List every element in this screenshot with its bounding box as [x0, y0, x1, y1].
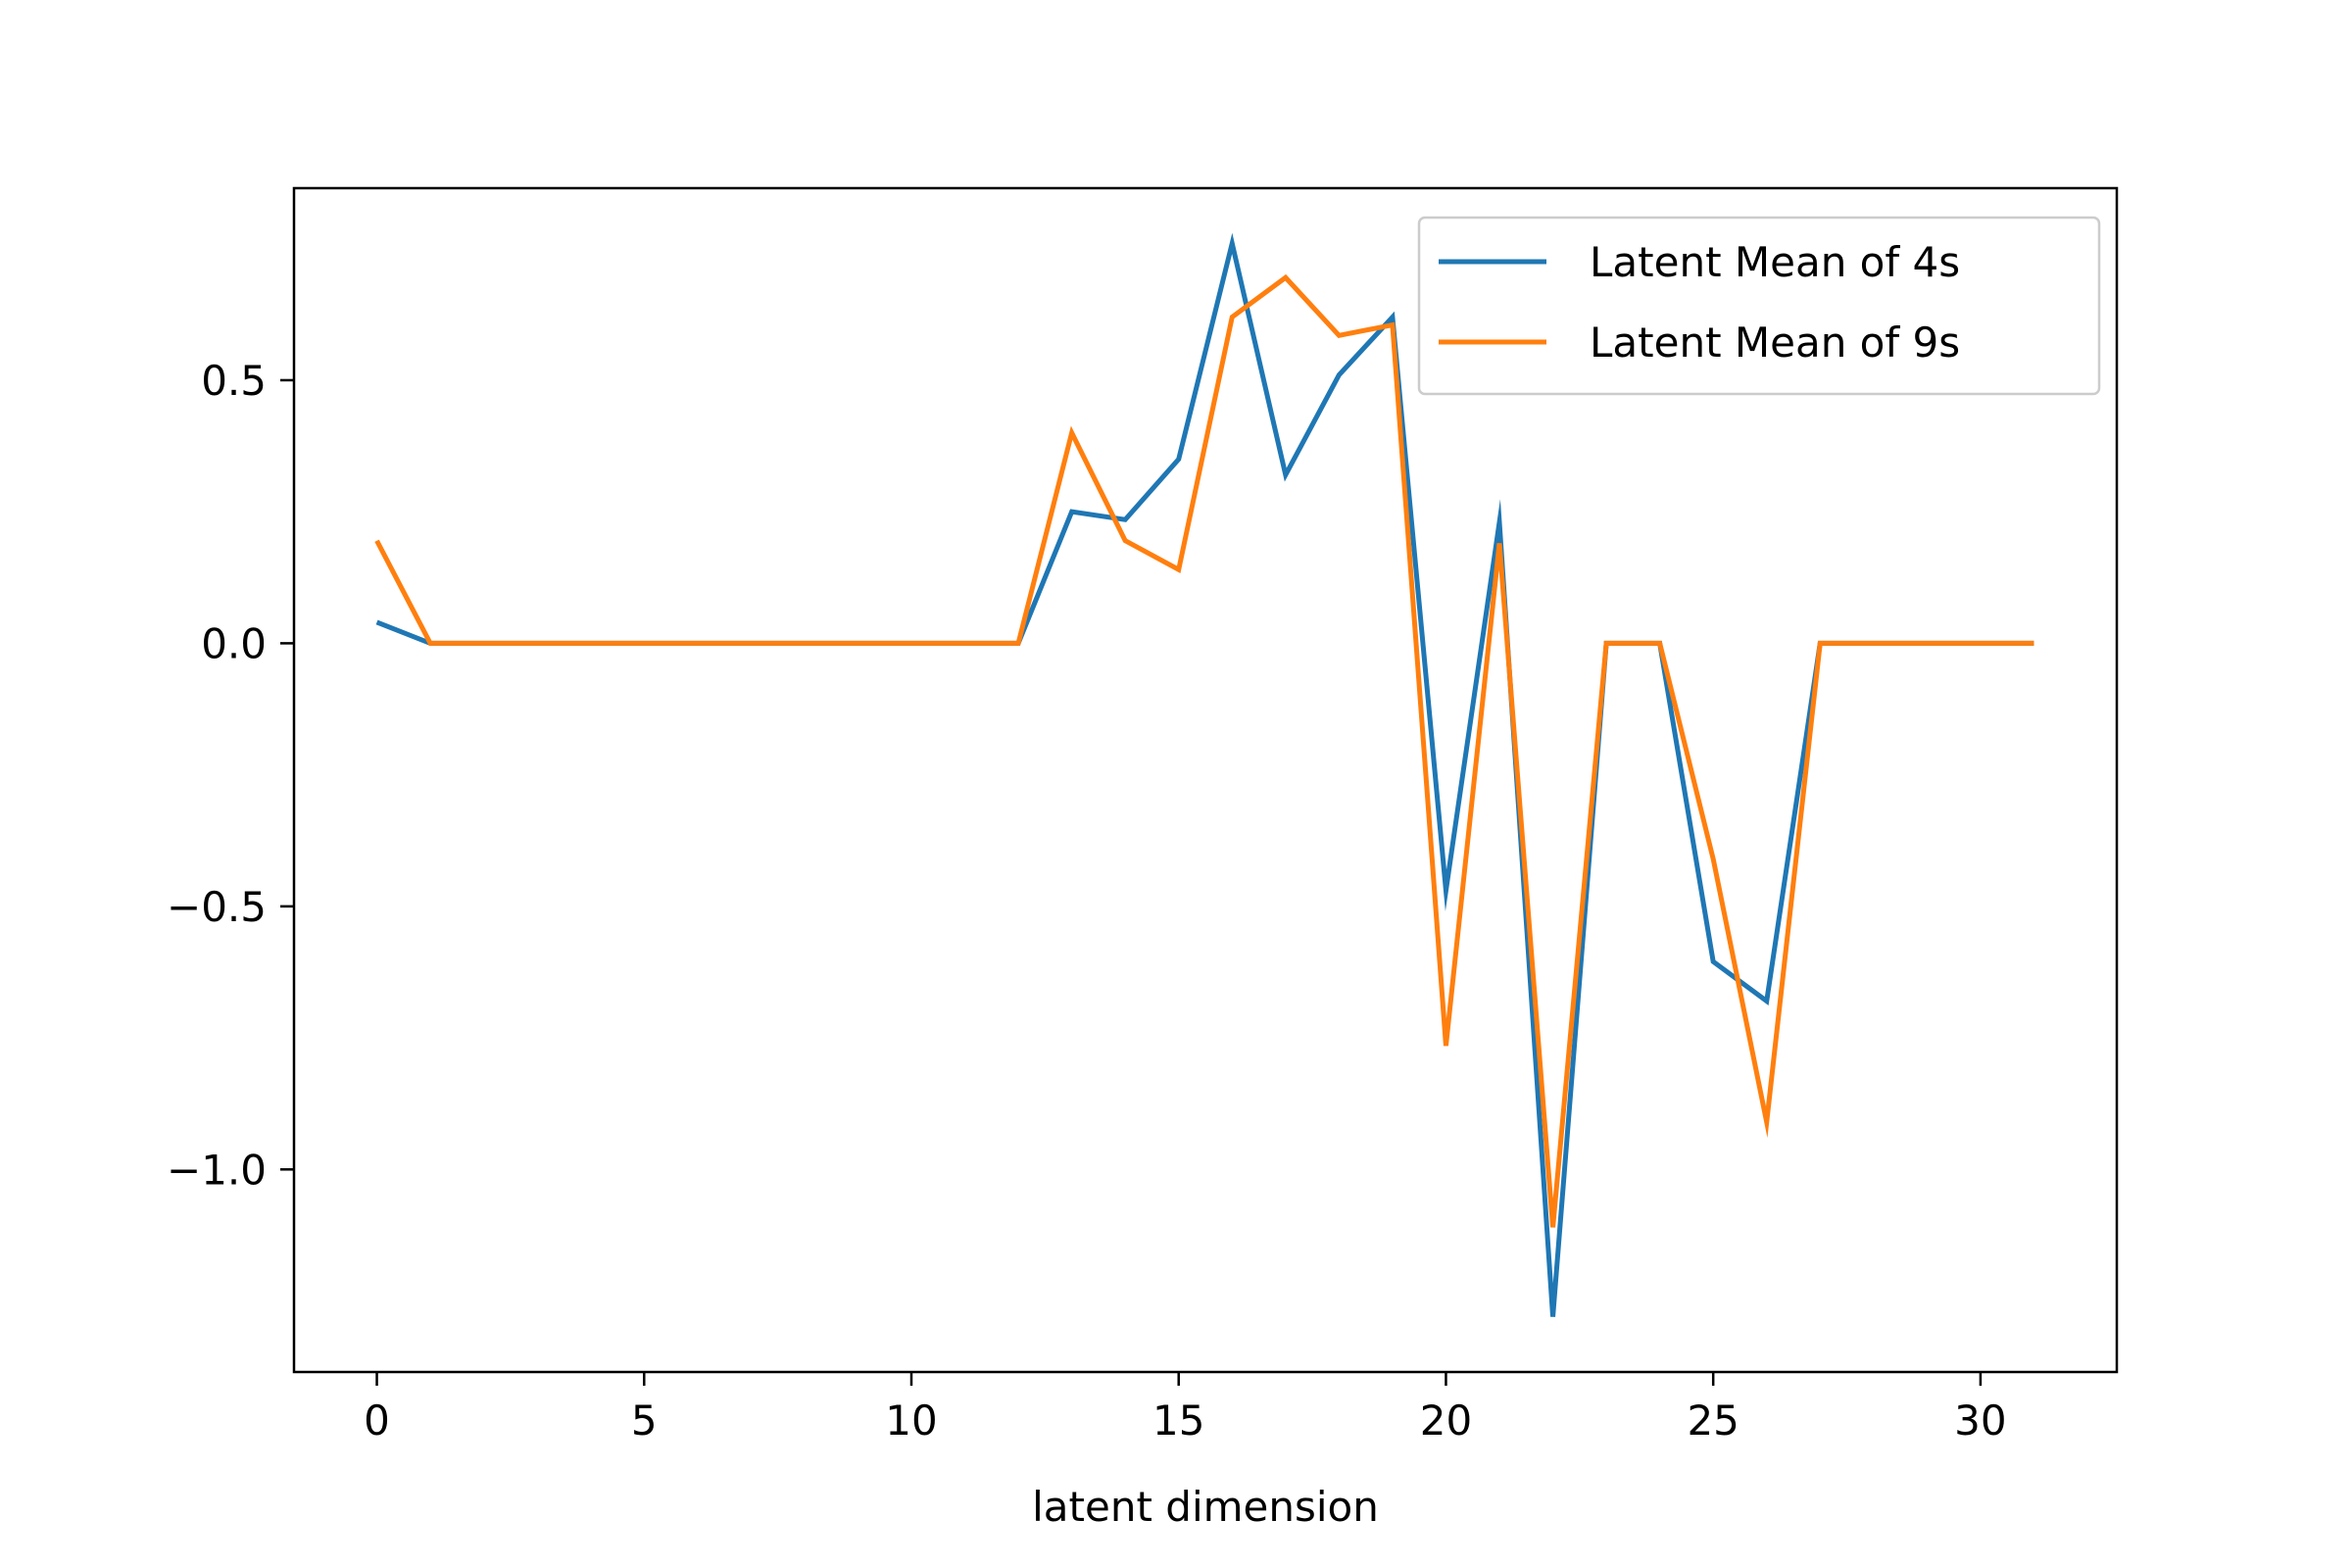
plot-frame	[292, 186, 2119, 1374]
y-axis: 0.5 0.0 −0.5 −1.0	[167, 357, 294, 1194]
y-tick-label: 0.5	[201, 357, 267, 405]
y-tick-label: 0.0	[201, 619, 267, 667]
y-tick-label: −1.0	[167, 1146, 267, 1194]
x-tick-label: 15	[1152, 1396, 1204, 1445]
series-line-2	[374, 273, 2034, 1228]
legend: Latent Mean of 4s Latent Mean of 9s	[1417, 216, 2101, 396]
x-axis: 0 5 10 15 20 25 30	[364, 1372, 2007, 1445]
x-tick-label: 20	[1420, 1396, 1472, 1445]
x-tick-label: 5	[631, 1396, 658, 1445]
legend-label-2: Latent Mean of 9s	[1590, 318, 1960, 367]
legend-label-1: Latent Mean of 4s	[1590, 238, 1960, 286]
series-layer	[374, 232, 2034, 1317]
x-tick-label: 0	[364, 1396, 390, 1445]
x-tick-label: 30	[1954, 1396, 2006, 1445]
y-tick-label: −0.5	[167, 883, 267, 931]
x-axis-label: latent dimension	[1032, 1483, 1379, 1531]
legend-box	[1417, 216, 2101, 396]
x-tick-label: 25	[1687, 1396, 1739, 1445]
x-tick-label: 10	[885, 1396, 937, 1445]
